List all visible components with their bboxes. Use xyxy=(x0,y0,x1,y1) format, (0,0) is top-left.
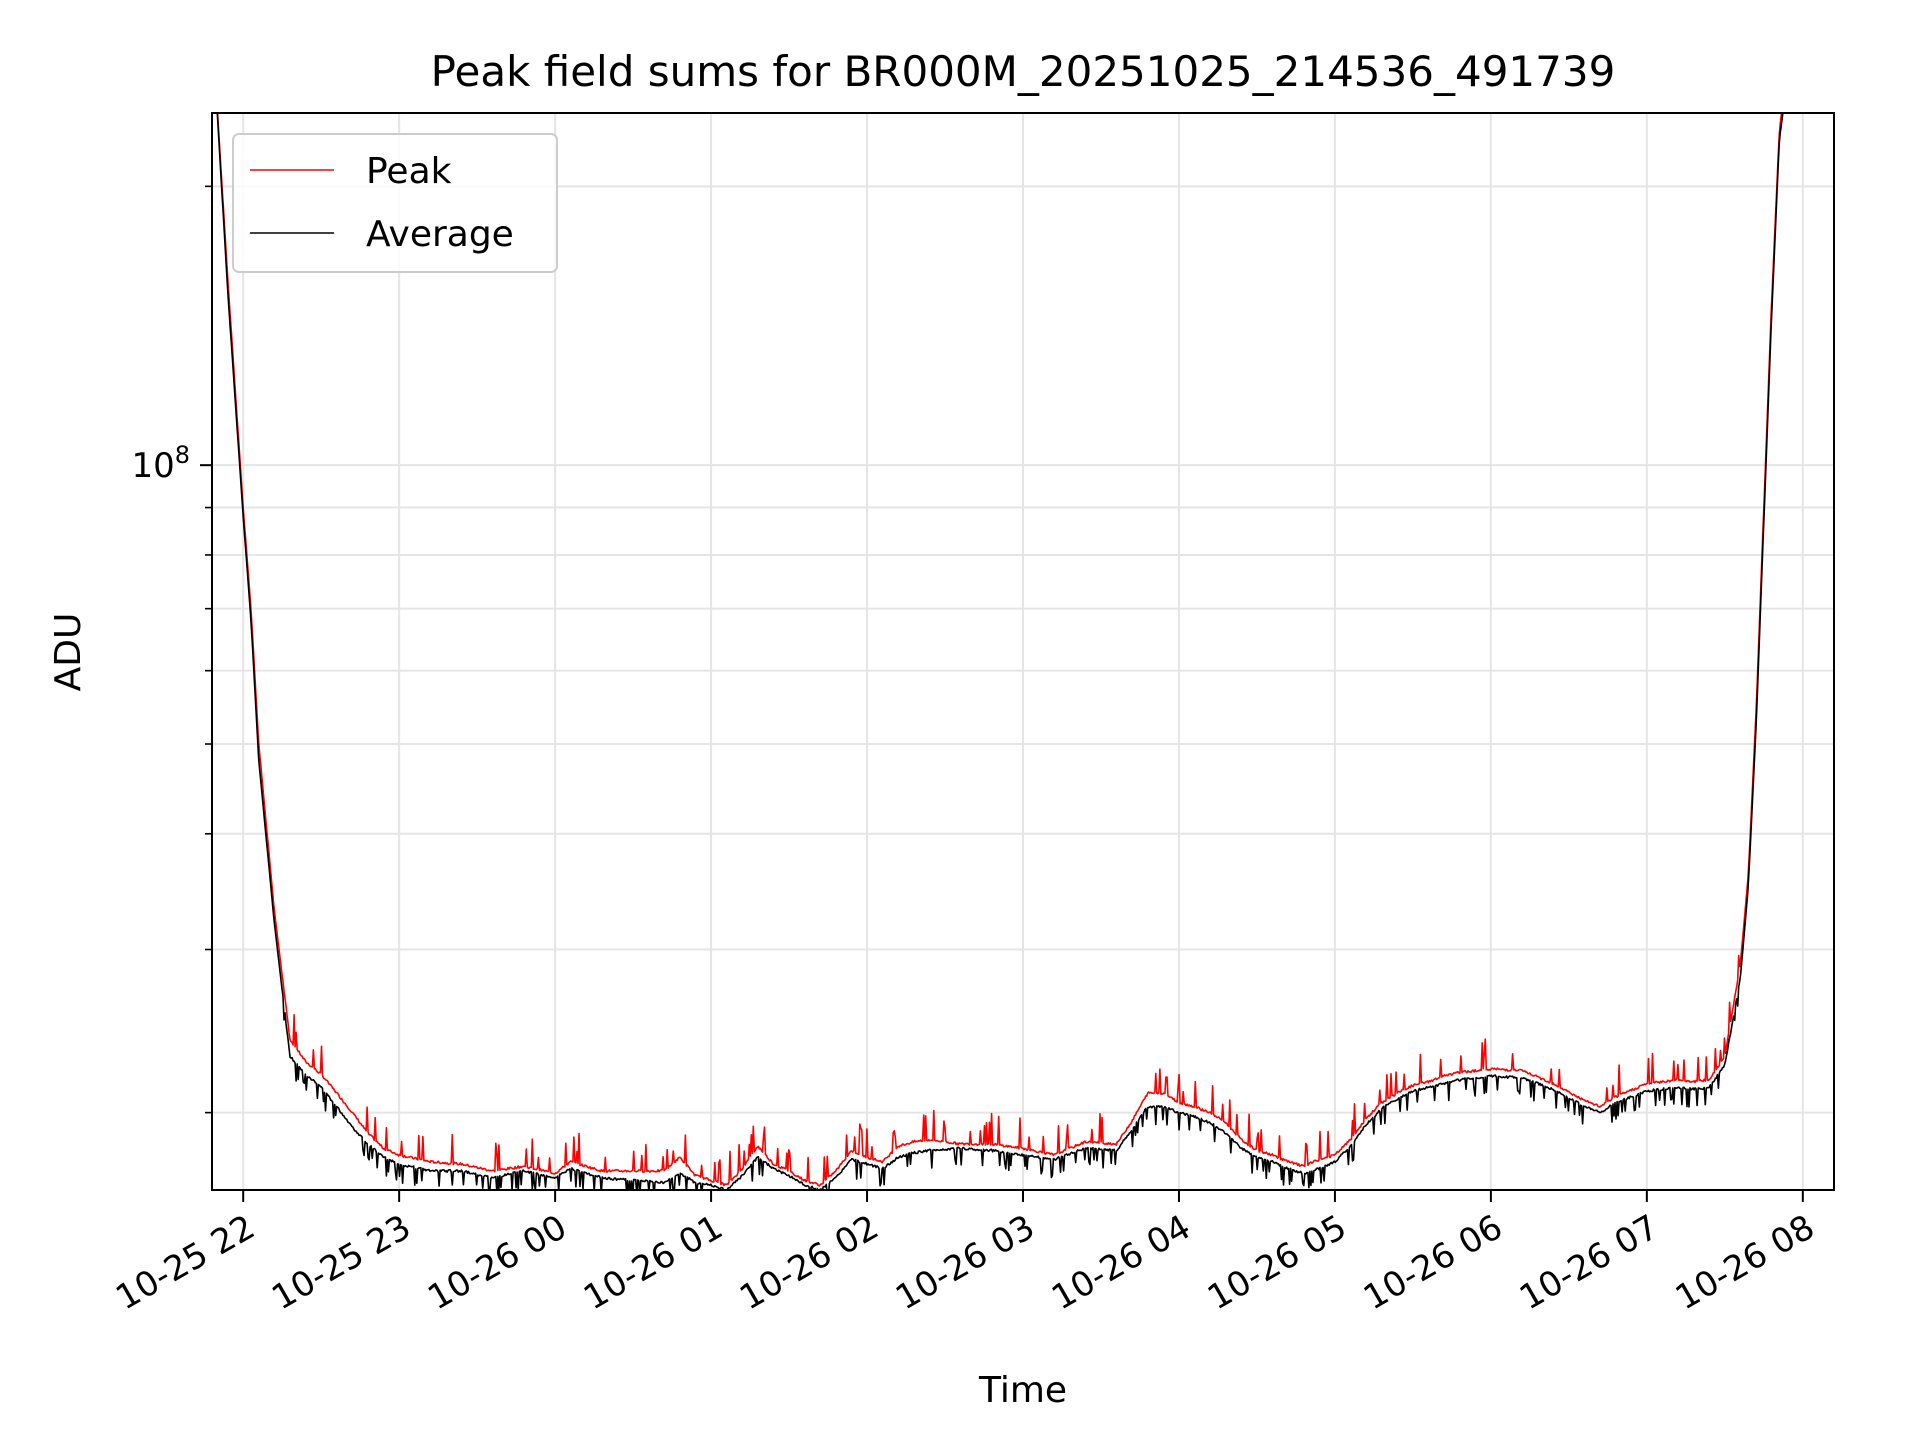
y-axis-label: ADU xyxy=(48,613,89,692)
series-layer xyxy=(216,113,1784,1190)
grid xyxy=(212,113,1834,1190)
legend-box xyxy=(232,133,558,273)
series-line-peak xyxy=(216,113,1783,1187)
legend-label-average: Average xyxy=(366,214,514,255)
chart-title: Peak field sums for BR000M_20251025_2145… xyxy=(431,47,1616,96)
series-line-average xyxy=(216,113,1784,1190)
legend-label-peak: Peak xyxy=(366,151,452,192)
legend: Peak Average xyxy=(232,133,558,273)
axis-ticks xyxy=(200,185,1804,1202)
x-axis-label: Time xyxy=(978,1370,1067,1411)
y-tick-label: 108 xyxy=(131,441,190,486)
